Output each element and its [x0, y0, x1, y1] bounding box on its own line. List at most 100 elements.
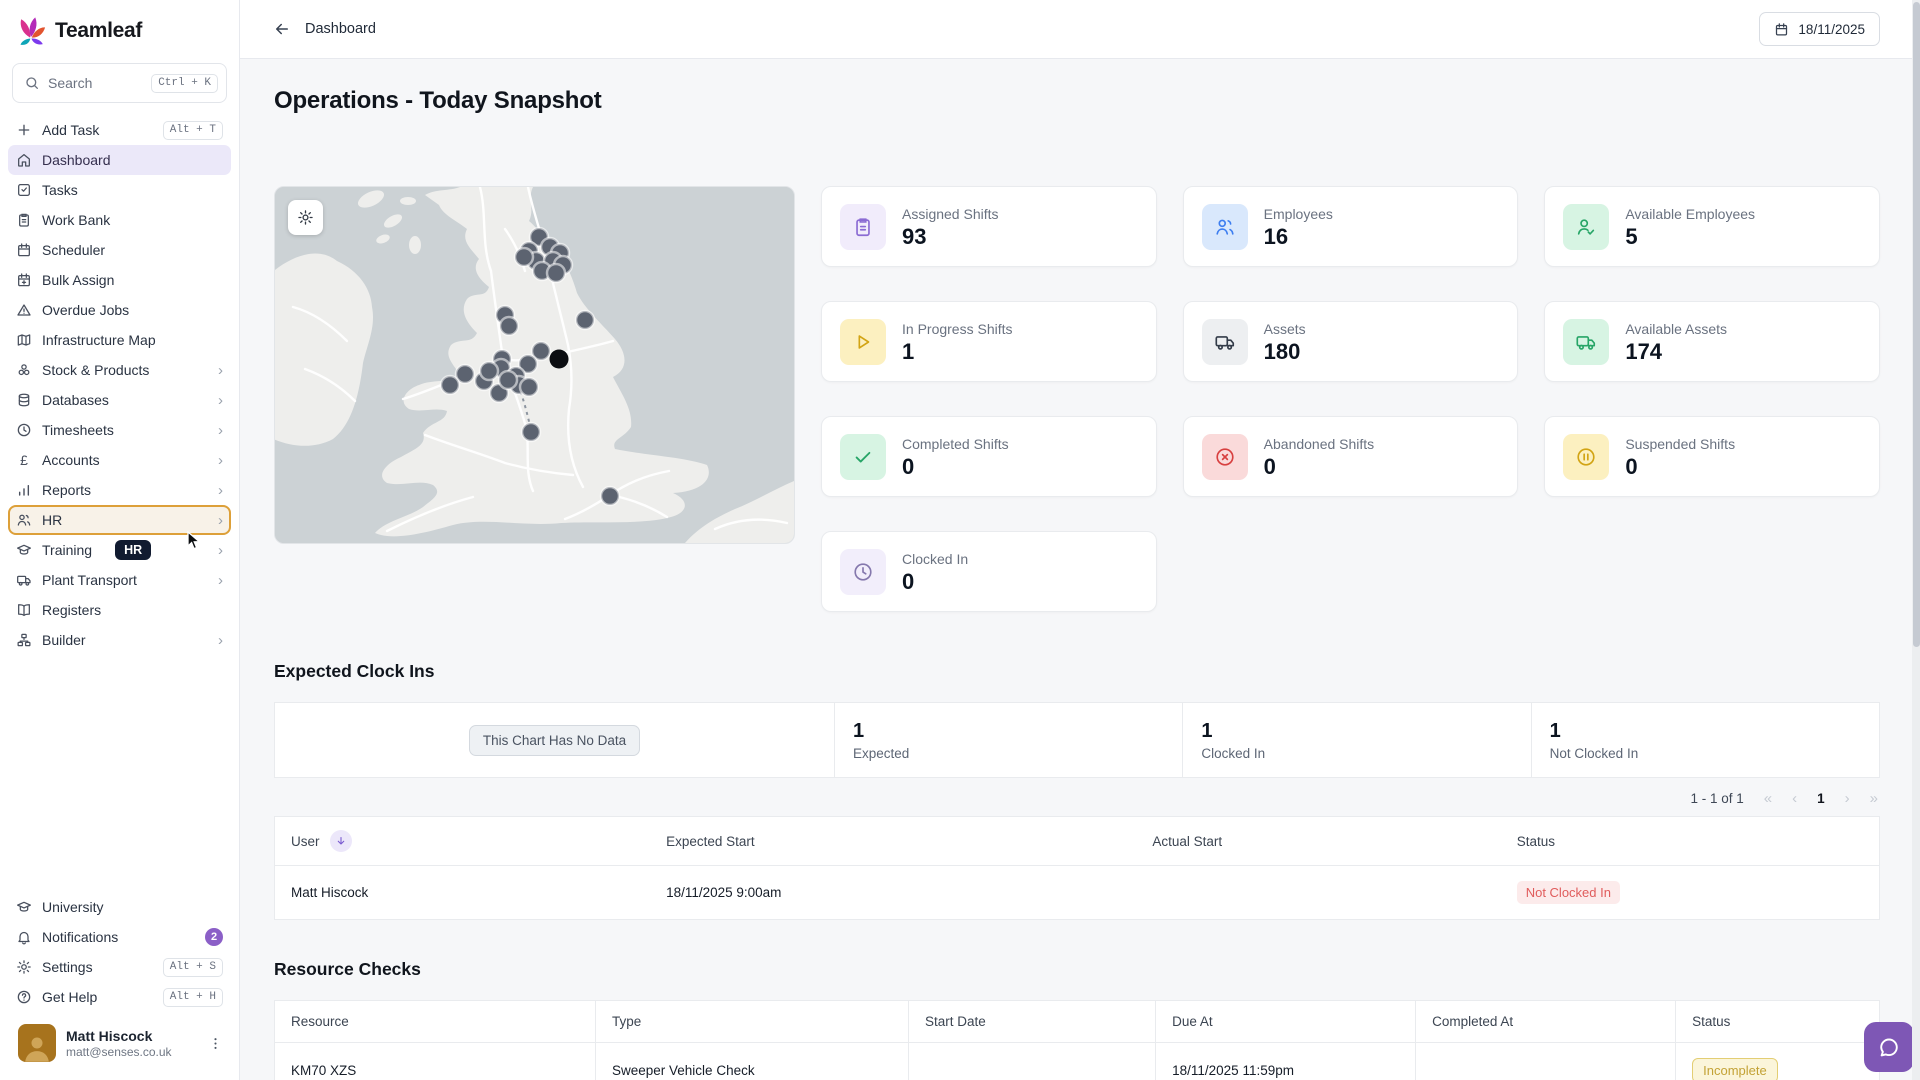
- sidebar-item-label: Overdue Jobs: [42, 302, 130, 318]
- chevron-right-icon: ›: [218, 361, 223, 379]
- sidebar-item-scheduler[interactable]: Scheduler: [8, 235, 231, 265]
- user-meta: Matt Hiscock matt@senses.co.uk: [66, 1028, 198, 1059]
- sort-desc-icon[interactable]: [329, 830, 352, 852]
- clock-ins-heading: Expected Clock Ins: [274, 661, 435, 681]
- chevron-right-icon: ›: [218, 511, 223, 529]
- teamleaf-logo-icon: [16, 15, 46, 47]
- last-page-icon[interactable]: »: [1869, 790, 1878, 807]
- col-due-at[interactable]: Due At: [1155, 1000, 1417, 1043]
- operations-map[interactable]: [274, 186, 795, 544]
- sidebar-item-university[interactable]: University: [8, 892, 231, 922]
- next-page-icon[interactable]: ›: [1844, 790, 1850, 807]
- stat-abandoned-shifts: Abandoned Shifts 0: [1182, 416, 1519, 497]
- layout-icon: [16, 632, 32, 648]
- sidebar-item-training[interactable]: Training HR ›: [8, 535, 231, 565]
- home-icon: [16, 152, 32, 168]
- summary-not-clocked-in: 1 Not Clocked In: [1530, 703, 1879, 777]
- stat-label: Employees: [1263, 205, 1333, 222]
- sidebar-item-label: Bulk Assign: [42, 272, 115, 288]
- status-badge: Not Clocked In: [1516, 881, 1620, 904]
- stat-suspended-shifts: Suspended Shifts 0: [1544, 416, 1880, 497]
- chat-bubble-icon: [1880, 1038, 1898, 1057]
- sidebar-item-tasks[interactable]: Tasks: [8, 175, 231, 205]
- cell-actual-start: [1136, 866, 1500, 920]
- x-circle-icon: [1201, 433, 1248, 480]
- sidebar-item-stock-products[interactable]: Stock & Products ›: [8, 355, 231, 385]
- sidebar-item-get-help[interactable]: Get Help Alt + H: [8, 982, 231, 1012]
- sidebar-item-builder[interactable]: Builder ›: [8, 625, 231, 655]
- sidebar-item-hr[interactable]: HR ›: [8, 505, 231, 535]
- stat-label: Abandoned Shifts: [1263, 435, 1375, 452]
- stats-grid: Assigned Shifts 93 Employees 16 Availabl…: [821, 186, 1880, 612]
- sidebar-item-reports[interactable]: Reports ›: [8, 475, 231, 505]
- sidebar-item-infrastructure-map[interactable]: Infrastructure Map: [8, 325, 231, 355]
- sidebar-item-notifications[interactable]: Notifications 2: [8, 922, 231, 952]
- sidebar-item-work-bank[interactable]: Work Bank: [8, 205, 231, 235]
- stat-label: Available Employees: [1625, 205, 1756, 222]
- stat-value: 1: [902, 338, 915, 364]
- sidebar-item-accounts[interactable]: £ Accounts ›: [8, 445, 231, 475]
- user-menu[interactable]: Matt Hiscock matt@senses.co.uk: [8, 1012, 231, 1074]
- col-completed-at[interactable]: Completed At: [1415, 1000, 1677, 1043]
- add-task-button[interactable]: Add Task Alt + T: [8, 115, 231, 145]
- play-icon: [840, 318, 886, 365]
- pound-icon: £: [20, 452, 28, 468]
- stat-label: Assets: [1263, 320, 1306, 337]
- back-arrow-icon[interactable]: [273, 20, 291, 38]
- sidebar-item-bulk-assign[interactable]: Bulk Assign: [8, 265, 231, 295]
- map-settings-button[interactable]: [288, 200, 323, 235]
- clipboard-icon: [840, 203, 886, 250]
- chevron-right-icon: ›: [218, 631, 223, 649]
- table-header-row: Resource Type Start Date Due At Complete…: [274, 1000, 1880, 1043]
- resource-checks-heading: Resource Checks: [274, 959, 421, 979]
- col-expected-start[interactable]: Expected Start: [650, 816, 1137, 866]
- table-row[interactable]: KM70 XZS Sweeper Vehicle Check 18/11/202…: [274, 1042, 1880, 1080]
- first-page-icon[interactable]: «: [1763, 790, 1773, 807]
- sidebar-item-label: Scheduler: [42, 242, 106, 258]
- stat-employees: Employees 16: [1182, 186, 1519, 267]
- plus-icon: [16, 122, 32, 138]
- col-actual-start[interactable]: Actual Start: [1136, 816, 1501, 866]
- sidebar-item-databases[interactable]: Databases ›: [8, 385, 231, 415]
- hr-tooltip: HR: [115, 540, 152, 560]
- sidebar-nav: Add Task Alt + T Dashboard Tasks Work Ba…: [0, 113, 239, 655]
- sidebar-item-overdue-jobs[interactable]: Overdue Jobs: [8, 295, 231, 325]
- chevron-right-icon: ›: [218, 421, 223, 439]
- col-start-date[interactable]: Start Date: [908, 1000, 1157, 1043]
- current-page[interactable]: 1: [1817, 791, 1825, 806]
- clock-ins-summary-panel: This Chart Has No Data 1 Expected 1 Cloc…: [274, 702, 1880, 778]
- kebab-menu-icon[interactable]: [208, 1036, 223, 1051]
- sidebar-item-timesheets[interactable]: Timesheets ›: [8, 415, 231, 445]
- sidebar-item-label: Notifications: [42, 929, 119, 945]
- sidebar-item-label: Databases: [42, 392, 109, 408]
- table-row[interactable]: Matt Hiscock 18/11/2025 9:00am Not Clock…: [275, 866, 1880, 920]
- user-name: Matt Hiscock: [66, 1027, 153, 1044]
- stat-in-progress-shifts: In Progress Shifts 1: [821, 301, 1157, 382]
- breadcrumb[interactable]: Dashboard: [305, 21, 376, 37]
- sidebar-item-plant-transport[interactable]: Plant Transport ›: [8, 565, 231, 595]
- col-user[interactable]: User: [291, 833, 320, 849]
- sidebar-item-label: Builder: [42, 632, 86, 648]
- col-type[interactable]: Type: [595, 1000, 909, 1043]
- sidebar-item-label: Reports: [42, 482, 92, 498]
- col-resource[interactable]: Resource: [274, 1000, 596, 1043]
- sidebar-item-settings[interactable]: Settings Alt + S: [8, 952, 231, 982]
- pagination: 1 - 1 of 1 « ‹ 1 › »: [276, 790, 1879, 807]
- sidebar-item-registers[interactable]: Registers: [8, 595, 231, 625]
- prev-page-icon[interactable]: ‹: [1792, 790, 1798, 807]
- app-title: Teamleaf: [55, 19, 143, 42]
- stat-available-assets: Available Assets 174: [1544, 301, 1880, 382]
- search-input[interactable]: [48, 75, 144, 91]
- uk-map: [275, 187, 794, 543]
- chat-button[interactable]: [1864, 1022, 1914, 1072]
- graduation-cap-icon: [16, 899, 32, 915]
- col-status[interactable]: Status: [1500, 816, 1880, 866]
- sidebar-item-dashboard[interactable]: Dashboard: [8, 145, 231, 175]
- scrollbar[interactable]: [1912, 0, 1920, 1080]
- search-box[interactable]: Ctrl + K: [12, 63, 227, 103]
- main-content: Operations - Today Snapshot: [240, 60, 1920, 1080]
- date-picker-button[interactable]: 18/11/2025: [1759, 12, 1880, 46]
- sidebar-item-label: Plant Transport: [42, 572, 137, 588]
- scrollbar-thumb[interactable]: [1912, 2, 1920, 647]
- col-status[interactable]: Status: [1675, 1000, 1880, 1043]
